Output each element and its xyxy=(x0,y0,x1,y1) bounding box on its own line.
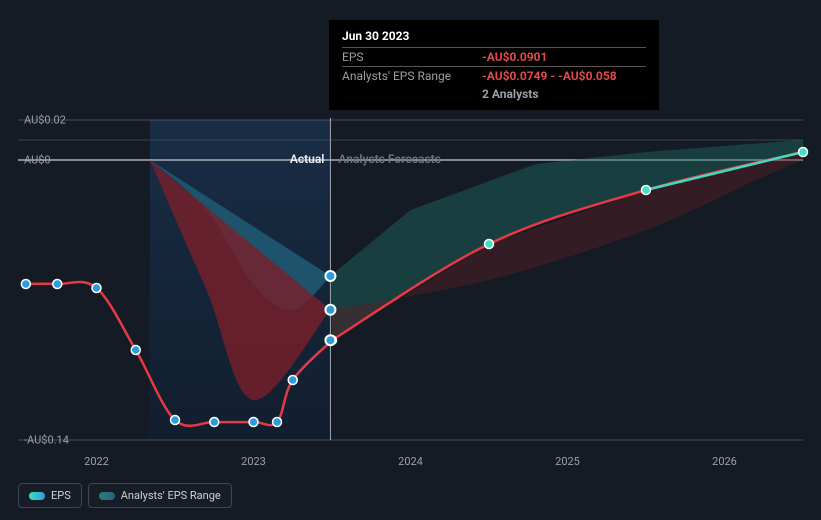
legend-item-eps[interactable]: EPS xyxy=(18,483,82,508)
region-label-actual: Actual xyxy=(290,152,325,166)
tooltip-row-range: Analysts' EPS Range -AU$0.0749 - -AU$0.0… xyxy=(342,66,646,85)
tooltip-sub: 2 Analysts xyxy=(342,85,646,101)
x-axis-label: 2024 xyxy=(398,455,423,468)
tooltip-row-label: EPS xyxy=(342,50,482,64)
y-axis-label: -AU$0.14 xyxy=(24,434,69,447)
tooltip-row-value: -AU$0.0901 xyxy=(482,50,547,64)
legend-swatch xyxy=(29,492,45,500)
chart-tooltip: Jun 30 2023 EPS -AU$0.0901 Analysts' EPS… xyxy=(329,20,659,110)
region-label-forecast: Analysts Forecasts xyxy=(338,152,440,166)
tooltip-row-eps: EPS -AU$0.0901 xyxy=(342,47,646,66)
tooltip-row-label: Analysts' EPS Range xyxy=(342,69,482,83)
legend-item-range[interactable]: Analysts' EPS Range xyxy=(88,483,232,508)
y-axis-label: AU$0 xyxy=(24,154,51,167)
tooltip-row-value: -AU$0.0749 - -AU$0.058 xyxy=(482,69,617,83)
x-axis-label: 2026 xyxy=(712,455,737,468)
x-axis-label: 2025 xyxy=(555,455,580,468)
legend-label: EPS xyxy=(51,489,71,502)
x-axis-label: 2023 xyxy=(241,455,266,468)
legend-swatch xyxy=(99,492,115,500)
legend-label: Analysts' EPS Range xyxy=(121,489,221,502)
x-axis-label: 2022 xyxy=(84,455,109,468)
tooltip-date: Jun 30 2023 xyxy=(342,29,646,47)
y-axis-label: AU$0.02 xyxy=(24,114,66,127)
eps-chart[interactable]: Jun 30 2023 EPS -AU$0.0901 Analysts' EPS… xyxy=(0,0,821,520)
chart-legend: EPS Analysts' EPS Range xyxy=(18,483,232,508)
